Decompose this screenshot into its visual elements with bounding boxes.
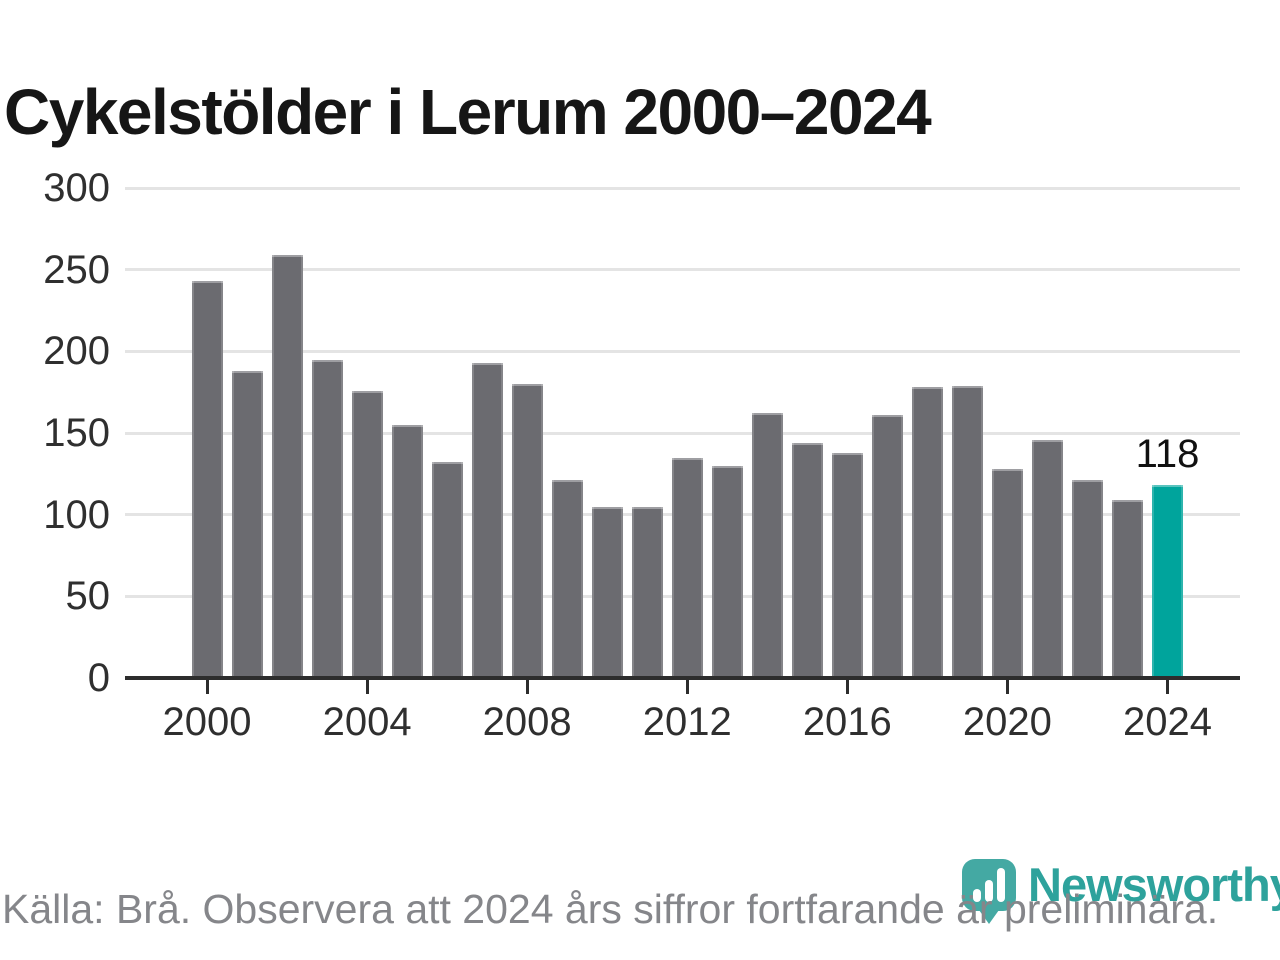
x-axis-tick-2020 xyxy=(1005,680,1009,694)
chart-title: Cykelstölder i Lerum 2000–2024 xyxy=(4,75,932,148)
gridline-250 xyxy=(125,268,1240,272)
gridline-200 xyxy=(125,349,1240,353)
bar-2024 xyxy=(1151,485,1183,678)
x-axis-tick-2016 xyxy=(845,680,849,694)
bar-2014 xyxy=(751,413,783,678)
x-axis-tick-2012 xyxy=(685,680,689,694)
x-axis-tick-2000 xyxy=(205,680,209,694)
newsworthy-logo-text: Newsworthy xyxy=(1028,858,1280,911)
x-axis-tick-2004 xyxy=(365,680,369,694)
y-axis-label-100: 100 xyxy=(43,492,110,537)
bar-2021 xyxy=(1031,439,1063,678)
y-axis-label-50: 50 xyxy=(65,574,111,619)
bar-2016 xyxy=(831,452,863,678)
newsworthy-logo-icon xyxy=(962,859,1016,924)
x-axis-label-2024: 2024 xyxy=(1122,700,1212,744)
bar-2000 xyxy=(191,281,223,678)
x-axis-label-2020: 2020 xyxy=(962,700,1052,744)
logo-bar-chart-icon xyxy=(973,889,981,902)
highlight-value-label: 118 xyxy=(1135,432,1200,477)
bar-2001 xyxy=(231,370,263,678)
x-axis-label-2016: 2016 xyxy=(802,700,892,744)
newsworthy-logo: Newsworthy xyxy=(962,858,1280,924)
bar-2015 xyxy=(791,442,823,678)
bar-2002 xyxy=(271,254,303,678)
y-axis-label-150: 150 xyxy=(43,411,110,455)
x-axis-label-2012: 2012 xyxy=(642,700,732,744)
bar-2019 xyxy=(951,385,983,678)
bar-2009 xyxy=(551,480,583,678)
bar-2003 xyxy=(311,359,343,678)
bar-2022 xyxy=(1071,480,1103,678)
y-axis-label-200: 200 xyxy=(43,329,110,374)
y-axis-label-300: 300 xyxy=(43,166,110,210)
x-axis-label-2004: 2004 xyxy=(322,700,412,744)
bar-2023 xyxy=(1111,499,1143,678)
x-axis-tick-2024 xyxy=(1165,680,1169,694)
bar-2010 xyxy=(591,506,623,678)
bar-2005 xyxy=(391,424,423,678)
y-axis-label-250: 250 xyxy=(43,247,110,292)
bar-2011 xyxy=(631,506,663,678)
bar-2007 xyxy=(471,362,503,678)
x-axis-label-2000: 2000 xyxy=(162,700,252,744)
x-axis-label-2008: 2008 xyxy=(482,700,572,744)
bar-2017 xyxy=(871,415,903,678)
y-axis-label-0: 0 xyxy=(87,656,110,700)
bar-2020 xyxy=(991,468,1023,678)
gridline-300 xyxy=(125,186,1240,190)
bar-2013 xyxy=(711,465,743,678)
source-note: Källa: Brå. Observera att 2024 års siffr… xyxy=(2,886,1219,932)
bar-2018 xyxy=(911,387,943,678)
bar-2012 xyxy=(671,457,703,678)
x-axis-tick-2008 xyxy=(525,680,529,694)
gridline-150 xyxy=(125,431,1240,435)
x-axis-line xyxy=(125,676,1240,680)
bar-2006 xyxy=(431,462,463,678)
bar-2004 xyxy=(351,390,383,678)
bar-2008 xyxy=(511,384,543,678)
